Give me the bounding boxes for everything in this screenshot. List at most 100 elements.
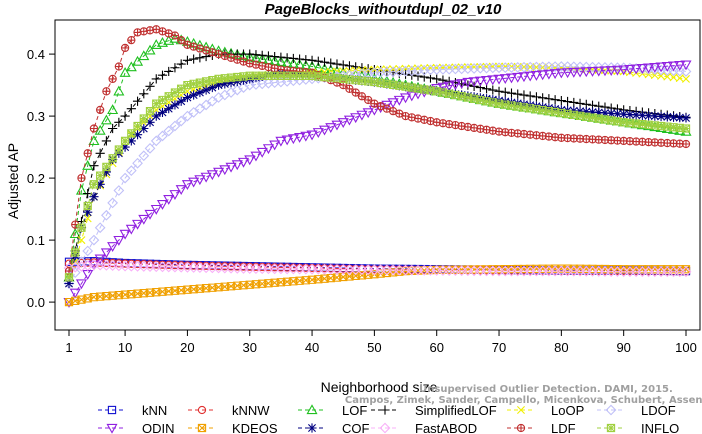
legend-item-kdeos: KDEOS xyxy=(188,421,278,434)
data-point-inflo xyxy=(71,248,80,257)
data-point-ldof xyxy=(138,150,150,162)
data-point-odin xyxy=(400,93,412,104)
legend-item-cof: COF xyxy=(298,421,370,434)
data-point-simplifiedlof xyxy=(176,59,186,69)
legend-label: kNN xyxy=(142,403,167,418)
data-point-loop xyxy=(682,74,690,83)
data-point-cof xyxy=(189,90,199,100)
plot-area: 1 10 20 30 40 50 60 70 80 90 100 0.0 0.1 0.2 0.3 0.4 xyxy=(27,19,701,355)
data-point-odin xyxy=(530,71,542,81)
data-point-odin xyxy=(630,64,642,75)
data-point-simplifiedlof xyxy=(432,74,442,84)
data-point-cof xyxy=(662,112,672,122)
data-point-ldof xyxy=(200,99,212,111)
data-point-ldf xyxy=(221,52,229,60)
data-point-odin xyxy=(194,175,206,186)
data-point-simplifiedlof xyxy=(164,66,174,77)
data-point-odin xyxy=(611,65,623,76)
data-point-inflo xyxy=(139,114,148,123)
data-point-odin xyxy=(82,270,94,280)
data-point-simplifiedlof xyxy=(270,51,280,62)
y-tick-label: 0.0 xyxy=(27,295,45,310)
data-point-lof xyxy=(75,184,88,195)
data-point-odin xyxy=(163,195,175,205)
data-point-cof xyxy=(600,108,610,118)
data-point-inflo xyxy=(77,223,86,232)
legend-marker xyxy=(306,404,318,415)
data-point-simplifiedlof xyxy=(189,54,199,64)
data-point-odin xyxy=(113,235,125,246)
legend-marker xyxy=(197,405,207,415)
data-point-odin xyxy=(643,63,655,74)
data-point-cof xyxy=(120,142,130,152)
data-point-ldf xyxy=(196,44,204,53)
data-point-cof xyxy=(681,113,691,123)
data-point-cof xyxy=(606,108,616,118)
series-line-odin xyxy=(68,64,687,303)
data-point-ldf xyxy=(544,132,554,141)
data-point-cof xyxy=(182,92,193,103)
data-point-ldf xyxy=(345,85,354,93)
data-point-odin xyxy=(231,160,243,171)
y-tick-label: 0.4 xyxy=(27,47,45,62)
data-point-ldof xyxy=(213,92,224,103)
data-point-odin xyxy=(499,74,511,85)
data-point-simplifiedlof xyxy=(108,123,118,134)
data-point-ldf xyxy=(370,100,378,108)
data-point-ldf xyxy=(120,43,130,53)
data-point-odin xyxy=(555,68,567,79)
data-point-simplifiedlof xyxy=(531,92,542,102)
data-point-inflo xyxy=(183,80,192,90)
data-point-ldf xyxy=(251,60,261,69)
data-point-simplifiedlof xyxy=(326,58,336,68)
data-point-cof xyxy=(64,278,74,289)
data-point-simplifiedlof xyxy=(494,86,504,96)
data-point-ldf xyxy=(89,124,99,133)
data-point-lof xyxy=(119,66,131,77)
data-point-ldof xyxy=(119,172,131,184)
legend-item-odin: ODIN xyxy=(98,421,175,434)
data-point-cof xyxy=(668,112,679,122)
legend-marker xyxy=(197,423,207,433)
legend-item-lof: LOF xyxy=(298,403,367,418)
data-point-simplifiedlof xyxy=(550,95,560,105)
data-point-ldf xyxy=(177,36,185,44)
data-point-odin xyxy=(593,66,605,77)
data-point-cof xyxy=(625,110,635,120)
data-point-lof xyxy=(275,56,287,66)
data-point-ldf xyxy=(227,54,235,62)
data-point-ldf xyxy=(358,92,366,100)
data-point-ldof xyxy=(231,84,243,96)
data-point-simplifiedlof xyxy=(170,63,180,73)
data-point-simplifiedlof xyxy=(282,53,292,63)
data-point-odin xyxy=(493,74,505,85)
data-point-inflo xyxy=(96,171,105,180)
data-point-ldf xyxy=(96,105,105,115)
data-point-odin xyxy=(568,67,580,78)
data-point-odin xyxy=(456,79,468,89)
data-point-cof xyxy=(637,110,647,120)
data-point-odin xyxy=(674,60,686,71)
legend-item-ldof: LDOF xyxy=(597,403,676,418)
data-point-loop xyxy=(77,236,86,245)
data-point-odin xyxy=(169,190,181,200)
data-point-simplifiedlof xyxy=(513,89,523,99)
data-point-odin xyxy=(275,136,287,147)
data-point-cof xyxy=(644,111,654,121)
data-point-cof xyxy=(164,104,174,114)
data-point-inflo xyxy=(108,154,117,163)
data-point-inflo xyxy=(89,180,99,189)
data-point-simplifiedlof xyxy=(488,85,498,95)
legend-marker xyxy=(107,405,117,415)
data-point-cof xyxy=(619,109,629,119)
series-line-simplifiedlof xyxy=(68,53,687,281)
data-point-inflo xyxy=(233,72,242,82)
data-point-ldof xyxy=(82,245,94,257)
data-point-odin xyxy=(586,67,599,77)
data-point-cof xyxy=(675,112,685,123)
data-point-odin xyxy=(562,68,574,79)
data-point-simplifiedlof xyxy=(114,117,124,127)
data-point-ldof xyxy=(88,234,100,246)
data-point-odin xyxy=(449,80,461,91)
